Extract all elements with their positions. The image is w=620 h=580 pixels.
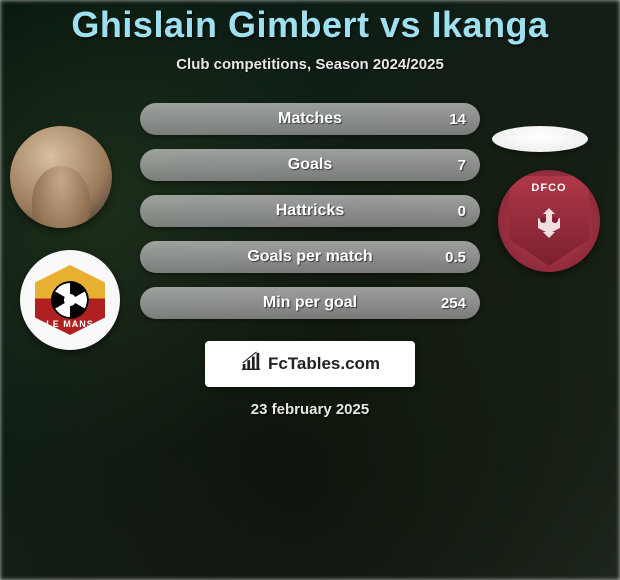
stat-value: 0 [458, 203, 466, 220]
stat-row-matches: Matches 14 [140, 103, 480, 135]
club-left-label: LE MANS [35, 319, 105, 329]
stat-value: 7 [458, 157, 466, 174]
stats-area: Matches 14 Goals 7 Hattricks 0 Goals per… [0, 103, 620, 319]
stat-value: 14 [449, 111, 466, 128]
stat-row-hattricks: Hattricks 0 [140, 195, 480, 227]
stat-row-min-per-goal: Min per goal 254 [140, 287, 480, 319]
fctables-label: FcTables.com [268, 354, 380, 374]
date-label: 23 february 2025 [251, 401, 369, 418]
bar-chart-icon [240, 351, 262, 378]
stat-label: Min per goal [263, 294, 357, 312]
stat-row-goals-per-match: Goals per match 0.5 [140, 241, 480, 273]
page-subtitle: Club competitions, Season 2024/2025 [176, 56, 444, 73]
stat-label: Matches [278, 110, 342, 128]
stat-value: 0.5 [445, 249, 466, 266]
fctables-badge[interactable]: FcTables.com [205, 341, 415, 387]
stat-label: Goals per match [247, 248, 372, 266]
stats-list: Matches 14 Goals 7 Hattricks 0 Goals per… [140, 103, 480, 319]
stat-row-goals: Goals 7 [140, 149, 480, 181]
content: Ghislain Gimbert vs Ikanga Club competit… [0, 0, 620, 580]
page-title: Ghislain Gimbert vs Ikanga [71, 4, 548, 46]
stat-label: Hattricks [276, 202, 344, 220]
stat-label: Goals [288, 156, 332, 174]
stat-value: 254 [441, 295, 466, 312]
